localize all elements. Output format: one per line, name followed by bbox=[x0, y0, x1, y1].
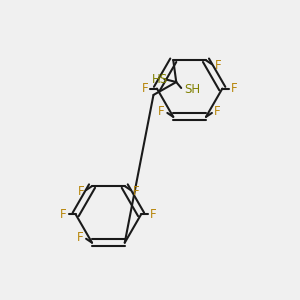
Text: F: F bbox=[231, 82, 238, 95]
Text: F: F bbox=[150, 208, 157, 221]
Text: F: F bbox=[215, 59, 221, 72]
Text: F: F bbox=[77, 184, 84, 197]
Text: F: F bbox=[133, 184, 139, 197]
Text: F: F bbox=[214, 105, 220, 119]
Text: F: F bbox=[76, 231, 83, 244]
Text: HS: HS bbox=[152, 73, 168, 85]
Text: F: F bbox=[141, 82, 148, 95]
Text: SH: SH bbox=[184, 83, 200, 97]
Text: F: F bbox=[158, 105, 164, 119]
Text: F: F bbox=[60, 208, 67, 221]
